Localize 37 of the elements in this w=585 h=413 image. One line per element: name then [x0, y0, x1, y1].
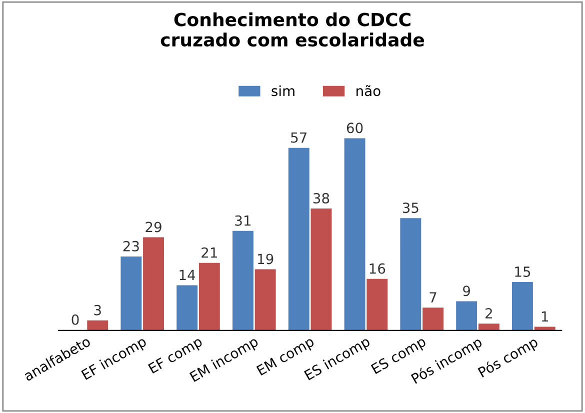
data-label: 19 [258, 254, 274, 264]
bar [198, 262, 220, 330]
bar [512, 282, 533, 330]
bar [176, 285, 198, 330]
bar [288, 148, 310, 330]
data-label: 57 [291, 132, 307, 143]
bar [422, 308, 444, 330]
bar [344, 138, 366, 330]
data-label: 7 [430, 292, 436, 302]
bar [87, 320, 108, 330]
bar [400, 218, 422, 330]
data-label: 35 [402, 202, 418, 214]
data-label: 16 [370, 263, 386, 274]
legend-label: não [356, 85, 380, 96]
data-label: 0 [72, 314, 79, 325]
bar [478, 324, 500, 330]
bar [254, 269, 276, 330]
data-label: 21 [202, 247, 217, 258]
data-label: 2 [486, 308, 492, 318]
data-label: 29 [146, 222, 162, 232]
bar [120, 256, 142, 330]
bar [310, 208, 332, 330]
legend-label: sim [272, 85, 294, 96]
data-label: 15 [515, 266, 530, 277]
data-label: 14 [180, 270, 196, 280]
data-label: 38 [313, 192, 330, 204]
bar [143, 237, 164, 330]
data-label: 23 [123, 240, 139, 252]
bar [366, 278, 388, 330]
data-label: 60 [346, 122, 363, 134]
data-label: 1 [542, 311, 548, 322]
data-label: 31 [235, 215, 251, 226]
data-label: 9 [463, 286, 470, 296]
data-label: 3 [94, 304, 101, 316]
bar [456, 301, 478, 330]
bar [232, 230, 254, 330]
chart-title: Conhecimento do CDCC cruzado com escolaridade [160, 12, 424, 47]
